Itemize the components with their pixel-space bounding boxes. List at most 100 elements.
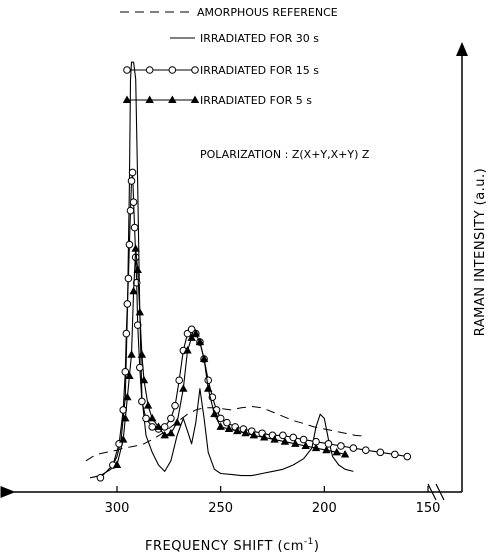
- data-point-circle: [175, 376, 183, 385]
- data-point-triangle: [127, 350, 136, 358]
- data-point-triangle: [190, 95, 200, 103]
- legend-label: AMORPHOUS REFERENCE: [197, 6, 338, 19]
- data-point-triangle: [183, 346, 192, 354]
- data-point-triangle: [204, 384, 213, 392]
- data-point-circle: [324, 440, 333, 448]
- data-point-triangle: [121, 413, 130, 422]
- data-point-triangle: [143, 401, 153, 409]
- data-point-triangle: [139, 375, 149, 384]
- data-point-circle: [142, 414, 150, 423]
- data-point-circle: [167, 414, 175, 423]
- data-point-circle: [362, 446, 370, 455]
- legend-label: IRRADIATED FOR 15 s: [200, 64, 319, 77]
- polarization-annotation: POLARIZATION : Z(X+Y,X+Y) Z: [200, 148, 370, 161]
- data-point-circle: [124, 274, 133, 283]
- data-point-triangle: [119, 435, 128, 443]
- data-point-circle: [123, 300, 132, 308]
- data-point-circle: [391, 450, 399, 459]
- data-point-circle: [129, 198, 138, 206]
- data-point-triangle: [241, 428, 250, 437]
- legend-label: IRRADIATED FOR 5 s: [200, 94, 312, 107]
- axes: [0, 42, 468, 501]
- y-axis-arrow: [456, 42, 468, 56]
- data-point-circle: [171, 401, 179, 410]
- series-line: [116, 248, 346, 466]
- data-point-triangle: [249, 430, 259, 439]
- data-point-triangle: [179, 384, 188, 392]
- data-point-triangle: [311, 443, 321, 452]
- data-point-triangle: [332, 447, 341, 456]
- data-point-triangle: [168, 95, 177, 103]
- x-axis-title-sup: -1: [304, 537, 314, 547]
- data-point-circle: [121, 367, 130, 376]
- data-point-circle: [223, 418, 231, 427]
- data-point-circle: [160, 423, 169, 431]
- x-axis-title-close: ): [314, 539, 320, 554]
- x-axis-title: FREQUENCY SHIFT (cm-1): [145, 537, 319, 554]
- data-point-circle: [403, 452, 412, 461]
- data-point-circle: [133, 321, 142, 329]
- data-point-triangle: [125, 371, 134, 379]
- data-point-triangle: [199, 354, 209, 363]
- data-point-triangle: [260, 432, 269, 441]
- data-point-triangle: [191, 329, 200, 337]
- data-point-circle: [126, 206, 135, 215]
- data-point-circle: [148, 423, 157, 431]
- x-ticks: 300 250 200 150: [105, 486, 441, 516]
- data-point-triangle: [216, 422, 225, 430]
- data-point-triangle: [148, 413, 157, 422]
- data-point-triangle: [160, 430, 169, 439]
- data-point-circle: [299, 435, 308, 444]
- data-point-triangle: [233, 426, 242, 435]
- legend: AMORPHOUS REFERENCE IRRADIATED FOR 30 s IR…: [120, 6, 338, 107]
- data-point-circle: [349, 444, 358, 452]
- data-point-triangle: [166, 428, 176, 437]
- x-tick-label: 300: [105, 501, 130, 516]
- data-point-circle: [130, 223, 139, 232]
- data-point-triangle: [301, 441, 310, 449]
- y-axis-title: RAMAN INTENSITY (a.u.): [473, 168, 488, 337]
- data-point-triangle: [112, 460, 122, 469]
- x-axis-break: [427, 483, 445, 501]
- data-point-circle: [216, 414, 225, 423]
- data-point-circle: [191, 66, 199, 74]
- data-point-circle: [289, 433, 298, 442]
- data-point-triangle: [137, 350, 147, 358]
- data-point-circle: [128, 168, 137, 177]
- data-point-triangle: [195, 337, 205, 346]
- data-point-circle: [136, 363, 144, 372]
- data-point-triangle: [187, 333, 196, 341]
- data-point-circle: [125, 240, 134, 249]
- data-point-circle: [204, 376, 213, 385]
- data-point-triangle: [291, 439, 300, 447]
- data-point-triangle: [270, 435, 279, 443]
- data-point-circle: [376, 448, 385, 457]
- data-point-triangle: [340, 449, 350, 458]
- data-point-triangle: [322, 445, 331, 454]
- data-point-triangle: [280, 437, 290, 445]
- series-layer: [85, 61, 412, 482]
- data-point-triangle: [135, 307, 145, 316]
- data-point-circle: [337, 442, 345, 450]
- data-point-triangle: [129, 286, 138, 295]
- data-point-circle: [145, 66, 154, 74]
- data-point-circle: [279, 431, 287, 440]
- x-tick-label: 150: [416, 501, 441, 516]
- x-tick-label: 200: [312, 501, 337, 516]
- legend-label: IRRADIATED FOR 30 s: [200, 32, 319, 45]
- data-point-circle: [127, 177, 136, 185]
- data-point-triangle: [172, 418, 182, 426]
- data-point-triangle: [154, 422, 163, 430]
- data-point-triangle: [210, 409, 219, 418]
- data-point-triangle: [133, 265, 142, 273]
- data-point-circle: [168, 66, 177, 74]
- series-3: [112, 244, 350, 469]
- data-point-triangle: [224, 424, 234, 432]
- data-point-triangle: [145, 95, 154, 103]
- data-point-triangle: [131, 244, 140, 252]
- data-point-circle: [138, 397, 146, 406]
- data-point-triangle: [122, 95, 132, 103]
- x-axis-title-main: FREQUENCY SHIFT (cm: [145, 539, 304, 554]
- data-point-circle: [123, 66, 131, 74]
